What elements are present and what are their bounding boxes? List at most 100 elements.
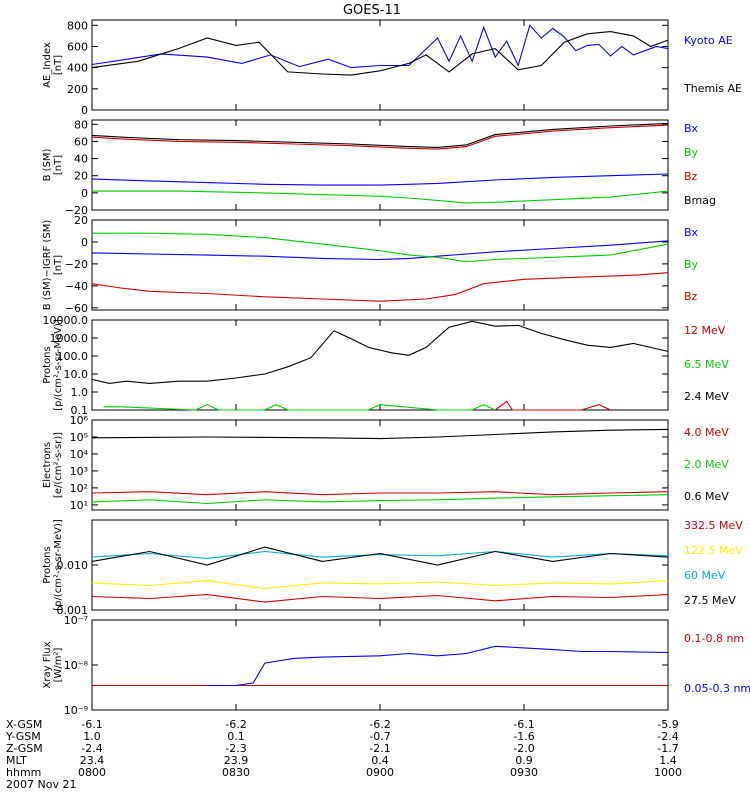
y-tick-label: 200 <box>67 83 88 96</box>
y-tick-label: 40 <box>74 153 88 166</box>
legend-entry: 27.5 MeV <box>684 594 736 607</box>
orbit-cell: -6.1 <box>81 718 102 731</box>
y-tick-label: −40 <box>65 280 88 293</box>
y-tick-label: 100.0 <box>57 350 89 363</box>
y-tick-label: 0 <box>81 236 88 249</box>
orbit-cell: -2.3 <box>225 742 246 755</box>
y-tick-label: −60 <box>65 302 88 315</box>
legend-entry: Bmag <box>684 194 716 207</box>
y-axis-label: B (SM)−IGRF (SM) <box>42 220 53 311</box>
series-line-bmag <box>91 122 669 148</box>
plot-date: 2007 Nov 21 <box>6 778 76 791</box>
orbit-cell: 1.0 <box>83 730 101 743</box>
series-line-by <box>92 232 669 263</box>
orbit-cell: -5.9 <box>657 718 678 731</box>
y-tick-label: 0.1 <box>71 404 89 417</box>
legend-entry: 2.0 MeV <box>684 458 729 471</box>
y-tick-label: 10⁴ <box>70 448 89 461</box>
orbit-cell: -2.0 <box>513 742 534 755</box>
series-line-6-5-mev <box>103 403 496 411</box>
orbit-table: X-GSMY-GSMZ-GSMMLThhmm-6.11.0-2.423.4080… <box>5 718 682 791</box>
legend-entry: 2.4 MeV <box>684 390 729 403</box>
orbit-cell: -2.4 <box>657 730 678 743</box>
orbit-cell: 0930 <box>510 766 538 779</box>
y-tick-label: 80 <box>74 118 88 131</box>
y-tick-label: −20 <box>65 204 88 217</box>
y-tick-label: 10.0 <box>64 368 89 381</box>
y-axis-label: Xray Flux <box>42 641 53 688</box>
orbit-cell: 0.1 <box>227 730 245 743</box>
series-line-122-5-mev <box>91 580 669 590</box>
legend-entry: Themis AE <box>683 82 742 95</box>
y-axis-label: [nT] <box>53 155 64 175</box>
panel-frame <box>91 619 669 711</box>
y-tick-label: 0 <box>81 187 88 200</box>
series-line-27-5-mev <box>91 546 669 566</box>
legend-entry: 60 MeV <box>684 569 726 582</box>
orbit-cell: -6.1 <box>513 718 534 731</box>
orbit-cell: -1.7 <box>657 742 678 755</box>
series-line-60-mev <box>91 550 669 559</box>
series-line-0-6-mev <box>91 428 669 440</box>
panel-xray: 10⁻⁹ 10⁻⁸ 10⁻⁷ Xray Flux [W/m²] 0.1-0.8 nm 0.0… <box>42 614 750 717</box>
y-tick-label: 10⁻⁸ <box>64 659 89 672</box>
y-axis-label: AE_Index <box>42 42 53 88</box>
y-tick-label: 0 <box>81 104 88 117</box>
y-axis-label: [nT] <box>53 255 64 275</box>
y-tick-label: 10⁻⁷ <box>64 614 88 627</box>
panel-ae: 0 200 400 600 800 AE_Index [nT] Kyoto AE Themis … <box>42 19 742 117</box>
legend-entry: 6.5 MeV <box>684 358 729 371</box>
panel-electrons: 10¹ 10² 10³ 10⁴ 10⁵ 10⁶ Electrons [e/(cm²‐s‐sr)… <box>42 414 729 512</box>
legend-entry: 12 MeV <box>684 324 726 337</box>
y-tick-label: 10⁵ <box>70 431 88 444</box>
series-line-2-4-mev <box>91 320 669 384</box>
legend-entry: Bx <box>684 122 699 135</box>
y-tick-label: 800 <box>67 19 88 32</box>
y-tick-label: 20 <box>74 170 88 183</box>
y-tick-label: −20 <box>65 258 88 271</box>
legend-entry: Kyoto AE <box>684 34 733 47</box>
y-axis-label: [W/m²] <box>53 647 64 682</box>
series-line-themis-ae <box>91 31 669 76</box>
y-axis-label: Protons <box>42 346 53 383</box>
y-tick-label: 10⁻⁹ <box>64 704 88 717</box>
legend-entry: 122.5 MeV <box>684 544 743 557</box>
orbit-cell: 23.9 <box>224 754 249 767</box>
legend-entry: By <box>684 258 699 271</box>
y-axis-label: [e/(cm²‐s‐sr)] <box>53 432 64 498</box>
orbit-row-label: X-GSM <box>6 718 42 731</box>
y-tick-label: 400 <box>67 62 88 75</box>
orbit-cell: -6.2 <box>369 718 390 731</box>
orbit-row-label: MLT <box>6 754 27 767</box>
y-tick-label: 1000.0 <box>50 332 89 345</box>
series-line-332-5-mev <box>91 594 669 603</box>
y-axis-label: [p/(cm²‐s‐sr‐MeV)] <box>53 519 64 611</box>
legend-entry: Bz <box>684 170 698 183</box>
orbit-cell: 1000 <box>654 766 682 779</box>
panel-frame <box>91 319 669 411</box>
orbit-cell: 0.4 <box>371 754 389 767</box>
y-axis-label: Protons <box>42 546 53 583</box>
y-tick-label: 10² <box>70 482 88 495</box>
y-axis-label: [p/(cm²‐s‐sr‐MeV)] <box>53 319 64 411</box>
orbit-cell: -1.6 <box>513 730 534 743</box>
series-line-kyoto-ae <box>91 24 669 69</box>
legend-entry: By <box>684 146 699 159</box>
orbit-cell: -2.1 <box>369 742 390 755</box>
series-line-2-0-mev <box>91 494 669 505</box>
panel-bsm: −20 0 20 40 60 80 B (SM) [nT] Bx By Bz Bmag <box>42 118 716 217</box>
y-axis-label: B (SM) <box>42 148 53 181</box>
y-tick-label: 0.001 <box>57 604 89 617</box>
y-axis-label: Electrons <box>42 442 53 488</box>
orbit-cell: 1.4 <box>659 754 677 767</box>
y-tick-label: 10⁶ <box>70 414 89 427</box>
series-line-bz <box>91 272 669 302</box>
y-tick-label: 10¹ <box>70 499 88 512</box>
panel-protons_lo: 0.001 0.010 Protons [p/(cm²‐s‐sr‐MeV)] 332.5… <box>42 519 743 617</box>
y-tick-label: 600 <box>67 40 88 53</box>
legend-entry: 0.05-0.3 nm <box>684 682 750 695</box>
y-tick-label: 10000.0 <box>43 314 89 327</box>
series-line-0-05-0-3-nm <box>207 645 669 687</box>
orbit-cell: 0830 <box>222 766 250 779</box>
